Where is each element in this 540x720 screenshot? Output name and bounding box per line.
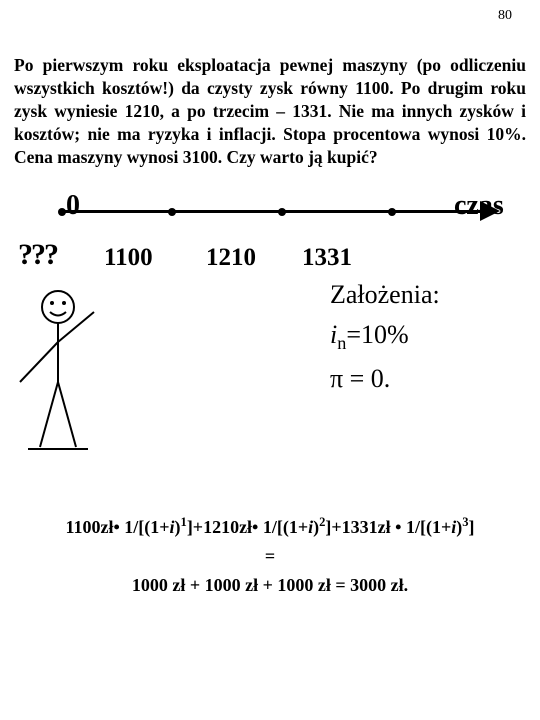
timeline-line <box>62 210 482 213</box>
timeline <box>62 200 502 222</box>
timeline-tick <box>168 208 176 216</box>
stickman-icon <box>12 282 102 462</box>
timeline-tick <box>278 208 286 216</box>
assumptions-title: Założenia: <box>330 280 440 310</box>
formula-line-1: 1100zł• 1/[(1+i)1]+1210zł• 1/[(1+i)2]+13… <box>12 512 528 542</box>
assumptions-pi: π = 0. <box>330 364 440 394</box>
formula-block: 1100zł• 1/[(1+i)1]+1210zł• 1/[(1+i)2]+13… <box>0 512 540 599</box>
formula-line-2: = <box>12 542 528 571</box>
timeline-tick <box>58 208 66 216</box>
timeline-tick-label: 1210 <box>206 244 256 272</box>
page-number: 80 <box>498 8 512 24</box>
timeline-tick-label: 1331 <box>302 244 352 272</box>
rate-value: =10% <box>346 320 408 349</box>
assumptions-rate: in=10% <box>330 320 440 354</box>
timeline-tick <box>388 208 396 216</box>
formula-line-3: 1000 zł + 1000 zł + 1000 zł = 3000 zł. <box>12 571 528 600</box>
intro-paragraph: Po pierwszym roku eksploatacja pewnej ma… <box>14 54 526 169</box>
rate-subscript: n <box>337 333 346 353</box>
assumptions-block: Założenia: in=10% π = 0. <box>330 280 440 404</box>
timeline-arrowhead-icon <box>480 201 500 221</box>
timeline-tick-label: 1100 <box>104 244 153 272</box>
question-marks: ??? <box>18 238 57 272</box>
